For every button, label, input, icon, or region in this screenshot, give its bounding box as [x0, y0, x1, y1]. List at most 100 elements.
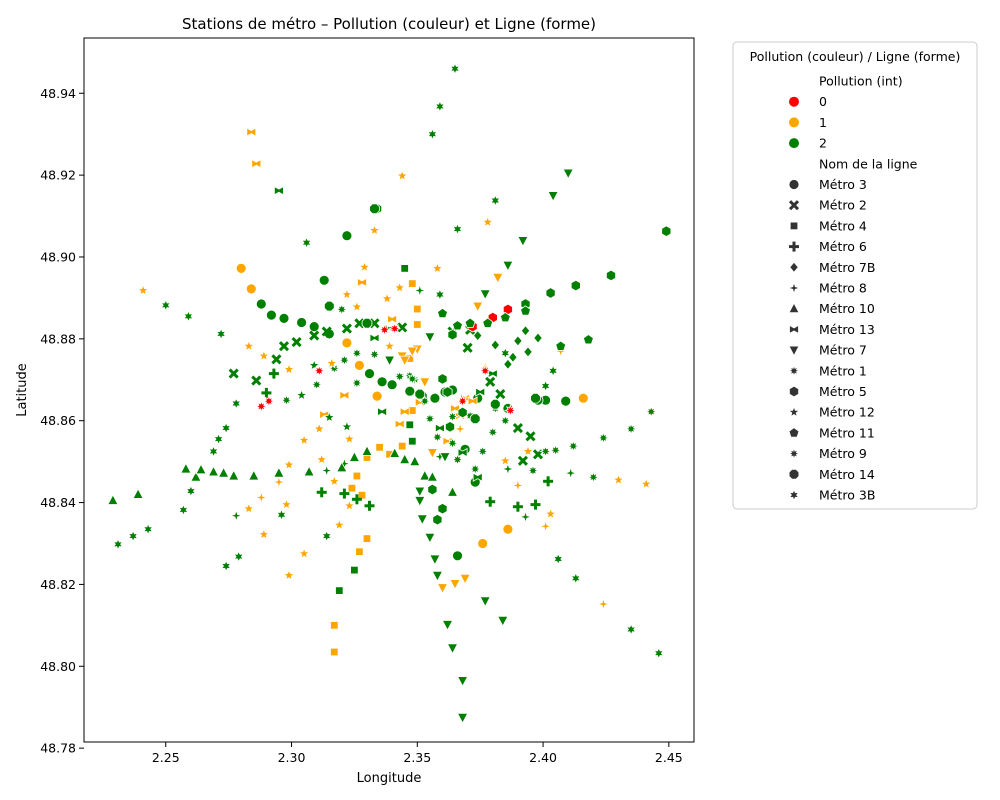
data-point	[413, 320, 422, 329]
data-point	[563, 466, 578, 481]
data-point	[254, 400, 268, 413]
data-point	[257, 527, 271, 540]
data-point	[596, 597, 611, 612]
data-point	[492, 272, 504, 284]
data-point	[472, 329, 483, 342]
legend-style-marker	[789, 221, 799, 231]
data-point	[271, 354, 282, 365]
data-point	[233, 550, 245, 563]
data-point	[508, 351, 518, 363]
y-tick-label: 48.84	[40, 495, 76, 510]
x-tick-label: 2.25	[152, 750, 180, 765]
data-point	[452, 550, 463, 562]
legend-style-label: Métro 3	[819, 177, 867, 192]
data-point	[456, 676, 469, 687]
data-point	[323, 300, 335, 312]
data-point	[419, 469, 431, 481]
data-point	[625, 623, 637, 636]
data-point	[431, 571, 444, 582]
data-point	[462, 342, 473, 353]
data-point	[312, 422, 326, 435]
data-point	[518, 509, 533, 524]
data-point	[456, 394, 469, 408]
legend-style-title: Nom de la ligne	[819, 156, 918, 171]
data-point	[452, 320, 463, 331]
legend-style-marker	[787, 405, 801, 418]
chart-title: Stations de métro – Pollution (couleur) …	[182, 15, 596, 33]
data-point	[547, 191, 559, 202]
legend-items: Pollution (int) 0 1 2 Nom de la ligne Métro 3…	[786, 74, 918, 503]
data-point	[296, 317, 308, 328]
legend-hue-swatch	[789, 117, 799, 128]
data-point	[398, 441, 407, 451]
x-tick-label: 2.40	[529, 750, 557, 765]
legend-style-label: Métro 12	[819, 405, 875, 420]
data-point	[510, 478, 525, 493]
points-layer	[107, 62, 672, 724]
data-point	[434, 100, 446, 113]
data-point	[395, 169, 409, 182]
data-point	[207, 465, 220, 477]
data-point	[399, 453, 411, 465]
data-point	[348, 451, 361, 462]
data-point	[449, 62, 461, 75]
y-tick-label: 48.86	[40, 413, 76, 428]
data-point	[303, 465, 315, 477]
data-point	[132, 488, 144, 499]
data-point	[437, 307, 448, 319]
data-point	[208, 445, 219, 458]
data-point	[383, 339, 396, 352]
data-point	[437, 502, 448, 515]
data-point	[330, 621, 339, 630]
data-point	[543, 476, 554, 487]
legend-style-marker	[786, 280, 802, 296]
data-point	[427, 128, 438, 141]
data-point	[333, 518, 346, 531]
data-point	[295, 388, 308, 401]
data-point	[358, 260, 371, 273]
data-point	[393, 370, 407, 383]
data-point	[426, 448, 439, 459]
data-point	[446, 436, 459, 450]
y-tick-label: 48.80	[40, 659, 76, 674]
data-point	[612, 473, 625, 486]
data-point	[255, 298, 267, 310]
data-point	[445, 421, 455, 433]
legend-style-label: Métro 7B	[819, 260, 875, 275]
data-point	[368, 348, 381, 361]
data-point	[291, 337, 302, 348]
legend-style-marker	[789, 385, 799, 398]
data-point	[388, 322, 402, 335]
data-point	[341, 230, 353, 242]
data-point	[352, 471, 362, 481]
data-point	[513, 335, 523, 347]
data-point	[230, 397, 242, 410]
legend-style-marker	[788, 179, 800, 190]
data-point	[624, 422, 638, 436]
data-point	[335, 303, 349, 316]
data-point	[215, 327, 227, 341]
data-point	[361, 445, 373, 456]
data-point	[413, 304, 422, 314]
data-point	[112, 538, 124, 551]
data-point	[408, 437, 417, 446]
data-point	[369, 333, 380, 343]
legend-style-marker	[788, 200, 800, 211]
data-point	[185, 484, 197, 498]
data-point	[309, 330, 320, 341]
data-point	[469, 413, 481, 425]
data-point	[639, 477, 653, 490]
data-point	[431, 261, 444, 274]
legend-hue-swatch	[789, 96, 799, 107]
data-point	[437, 373, 448, 385]
data-point	[661, 225, 672, 237]
data-point	[195, 463, 207, 475]
data-point	[394, 419, 405, 429]
legend-style-label: Métro 10	[819, 301, 875, 316]
data-point	[549, 443, 562, 457]
data-point	[316, 487, 327, 498]
data-point	[254, 490, 269, 505]
data-point	[497, 616, 509, 627]
data-point	[504, 404, 517, 417]
data-point	[416, 514, 428, 526]
